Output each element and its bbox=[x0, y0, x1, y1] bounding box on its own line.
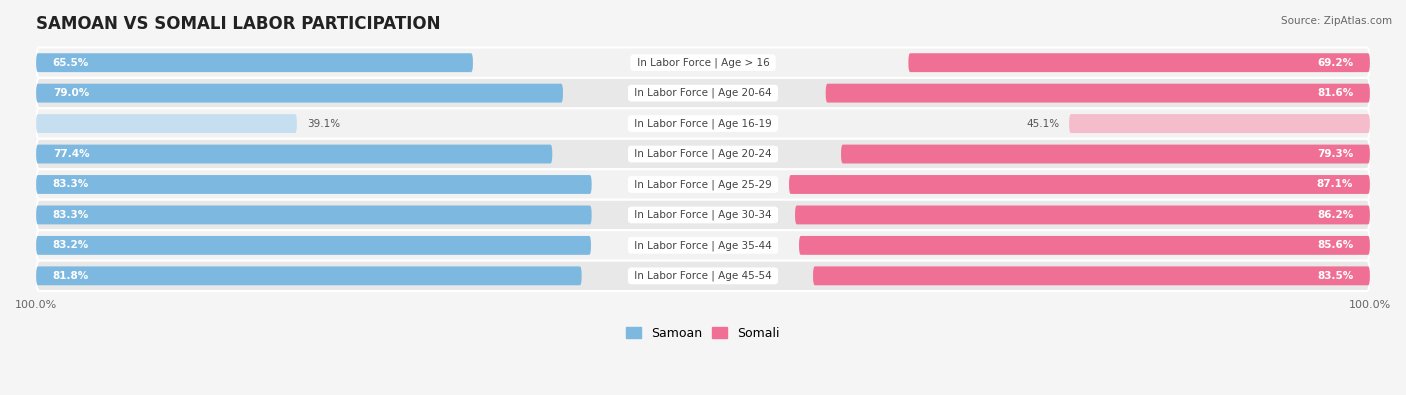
FancyBboxPatch shape bbox=[37, 261, 1369, 291]
Text: 69.2%: 69.2% bbox=[1317, 58, 1353, 68]
Text: In Labor Force | Age 20-64: In Labor Force | Age 20-64 bbox=[631, 88, 775, 98]
Legend: Samoan, Somali: Samoan, Somali bbox=[621, 322, 785, 345]
FancyBboxPatch shape bbox=[794, 205, 1369, 224]
Text: In Labor Force | Age > 16: In Labor Force | Age > 16 bbox=[634, 57, 772, 68]
Text: 77.4%: 77.4% bbox=[53, 149, 90, 159]
Text: 86.2%: 86.2% bbox=[1317, 210, 1353, 220]
FancyBboxPatch shape bbox=[1069, 114, 1369, 133]
Text: In Labor Force | Age 30-34: In Labor Force | Age 30-34 bbox=[631, 210, 775, 220]
Text: 79.3%: 79.3% bbox=[1317, 149, 1353, 159]
FancyBboxPatch shape bbox=[799, 236, 1369, 255]
FancyBboxPatch shape bbox=[37, 78, 1369, 108]
FancyBboxPatch shape bbox=[37, 230, 1369, 261]
FancyBboxPatch shape bbox=[37, 139, 1369, 169]
Text: SAMOAN VS SOMALI LABOR PARTICIPATION: SAMOAN VS SOMALI LABOR PARTICIPATION bbox=[37, 15, 440, 33]
Text: 87.1%: 87.1% bbox=[1317, 179, 1353, 190]
FancyBboxPatch shape bbox=[37, 175, 592, 194]
Text: 85.6%: 85.6% bbox=[1317, 241, 1353, 250]
FancyBboxPatch shape bbox=[825, 84, 1369, 103]
FancyBboxPatch shape bbox=[908, 53, 1369, 72]
FancyBboxPatch shape bbox=[37, 236, 591, 255]
Text: In Labor Force | Age 20-24: In Labor Force | Age 20-24 bbox=[631, 149, 775, 159]
FancyBboxPatch shape bbox=[37, 200, 1369, 230]
Text: 65.5%: 65.5% bbox=[53, 58, 89, 68]
FancyBboxPatch shape bbox=[37, 108, 1369, 139]
Text: 83.3%: 83.3% bbox=[53, 210, 89, 220]
FancyBboxPatch shape bbox=[37, 266, 582, 285]
Text: Source: ZipAtlas.com: Source: ZipAtlas.com bbox=[1281, 16, 1392, 26]
FancyBboxPatch shape bbox=[37, 114, 297, 133]
FancyBboxPatch shape bbox=[37, 47, 1369, 78]
FancyBboxPatch shape bbox=[841, 145, 1369, 164]
FancyBboxPatch shape bbox=[37, 53, 472, 72]
FancyBboxPatch shape bbox=[789, 175, 1369, 194]
FancyBboxPatch shape bbox=[813, 266, 1369, 285]
Text: 39.1%: 39.1% bbox=[307, 118, 340, 129]
Text: In Labor Force | Age 16-19: In Labor Force | Age 16-19 bbox=[631, 118, 775, 129]
Text: 45.1%: 45.1% bbox=[1026, 118, 1059, 129]
Text: 79.0%: 79.0% bbox=[53, 88, 89, 98]
Text: 83.5%: 83.5% bbox=[1317, 271, 1353, 281]
Text: 81.6%: 81.6% bbox=[1317, 88, 1353, 98]
Text: 81.8%: 81.8% bbox=[53, 271, 89, 281]
FancyBboxPatch shape bbox=[37, 169, 1369, 200]
FancyBboxPatch shape bbox=[37, 145, 553, 164]
Text: 83.3%: 83.3% bbox=[53, 179, 89, 190]
Text: 83.2%: 83.2% bbox=[53, 241, 89, 250]
Text: In Labor Force | Age 25-29: In Labor Force | Age 25-29 bbox=[631, 179, 775, 190]
Text: In Labor Force | Age 35-44: In Labor Force | Age 35-44 bbox=[631, 240, 775, 251]
FancyBboxPatch shape bbox=[37, 205, 592, 224]
Text: In Labor Force | Age 45-54: In Labor Force | Age 45-54 bbox=[631, 271, 775, 281]
FancyBboxPatch shape bbox=[37, 84, 562, 103]
